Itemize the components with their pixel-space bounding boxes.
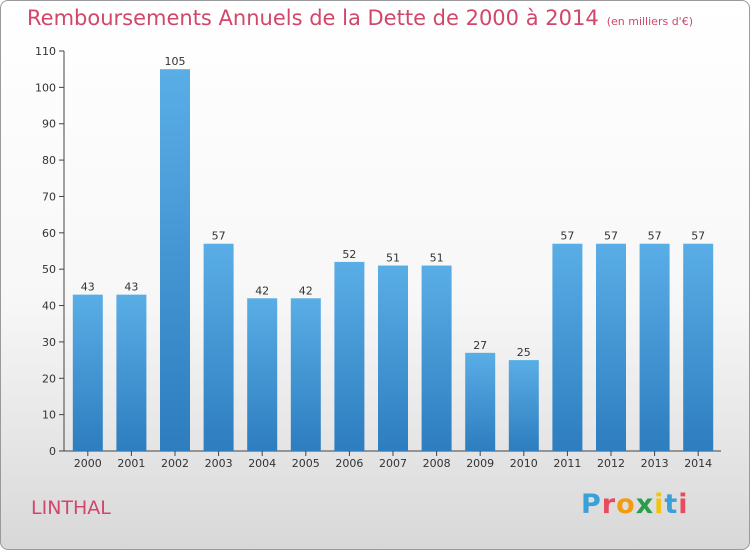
y-tick-label: 90 <box>42 118 56 131</box>
bar-value-label: 57 <box>212 230 226 243</box>
bar <box>596 243 626 451</box>
x-tick-label: 2009 <box>466 457 494 470</box>
bar <box>552 243 583 451</box>
title-text: Remboursements Annuels de la Dette de 20… <box>27 6 599 30</box>
x-tick-label: 2005 <box>292 457 320 470</box>
y-tick-label: 0 <box>49 445 56 458</box>
bar-value-label: 105 <box>165 55 186 68</box>
x-tick-label: 2012 <box>597 457 625 470</box>
bar <box>378 265 408 451</box>
y-tick-label: 20 <box>42 372 56 385</box>
x-tick-label: 2008 <box>423 457 451 470</box>
x-tick-label: 2001 <box>117 457 145 470</box>
bar <box>290 298 321 451</box>
bar-value-label: 51 <box>430 252 444 265</box>
logo-letter: i <box>678 489 689 520</box>
x-tick-label: 2014 <box>684 457 712 470</box>
x-tick-label: 2003 <box>205 457 233 470</box>
y-tick-label: 30 <box>42 336 56 349</box>
bar <box>683 243 714 451</box>
bar <box>421 265 452 451</box>
bar-value-label: 51 <box>386 252 400 265</box>
y-tick-label: 40 <box>42 300 56 313</box>
y-tick-label: 70 <box>42 190 56 203</box>
logo-letter: t <box>664 489 679 520</box>
bar-value-label: 57 <box>691 230 705 243</box>
bar <box>334 261 365 451</box>
bar-value-label: 25 <box>517 346 531 359</box>
bar <box>116 294 147 451</box>
bar-value-label: 57 <box>604 230 618 243</box>
bar-value-label: 57 <box>560 230 574 243</box>
chart-title: Remboursements Annuels de la Dette de 20… <box>27 6 693 30</box>
logo-letter: r <box>601 489 617 520</box>
bar-value-label: 42 <box>299 284 313 297</box>
y-tick-label: 100 <box>35 81 56 94</box>
x-tick-label: 2010 <box>510 457 538 470</box>
bar <box>465 352 496 451</box>
logo-letter: P <box>581 489 602 520</box>
y-tick-label: 10 <box>42 409 56 422</box>
bar <box>203 243 234 451</box>
title-unit: (en milliers d'€) <box>606 15 693 28</box>
logo-letter: x <box>635 489 655 520</box>
logo-letter: o <box>616 489 636 520</box>
y-tick-label: 110 <box>35 45 56 58</box>
y-tick-label: 50 <box>42 263 56 276</box>
y-tick-label: 80 <box>42 154 56 167</box>
commune-name: LINTHAL <box>31 497 111 519</box>
bar <box>72 294 103 451</box>
bar <box>160 69 190 451</box>
bar <box>508 360 539 451</box>
x-tick-label: 2002 <box>161 457 189 470</box>
y-tick-label: 60 <box>42 227 56 240</box>
bar-value-label: 43 <box>81 281 95 294</box>
bar-value-label: 52 <box>342 248 356 261</box>
x-tick-label: 2000 <box>74 457 102 470</box>
x-tick-label: 2004 <box>248 457 276 470</box>
bar-value-label: 43 <box>124 281 138 294</box>
x-tick-label: 2011 <box>553 457 581 470</box>
bar-value-label: 42 <box>255 284 269 297</box>
proxiti-logo: Proxiti <box>581 489 689 520</box>
x-tick-label: 2007 <box>379 457 407 470</box>
bar-value-label: 57 <box>648 230 662 243</box>
x-tick-label: 2006 <box>335 457 363 470</box>
bar <box>639 243 670 451</box>
x-tick-label: 2013 <box>641 457 669 470</box>
bar <box>247 298 278 451</box>
logo-letter: i <box>654 489 665 520</box>
bar-value-label: 27 <box>473 339 487 352</box>
